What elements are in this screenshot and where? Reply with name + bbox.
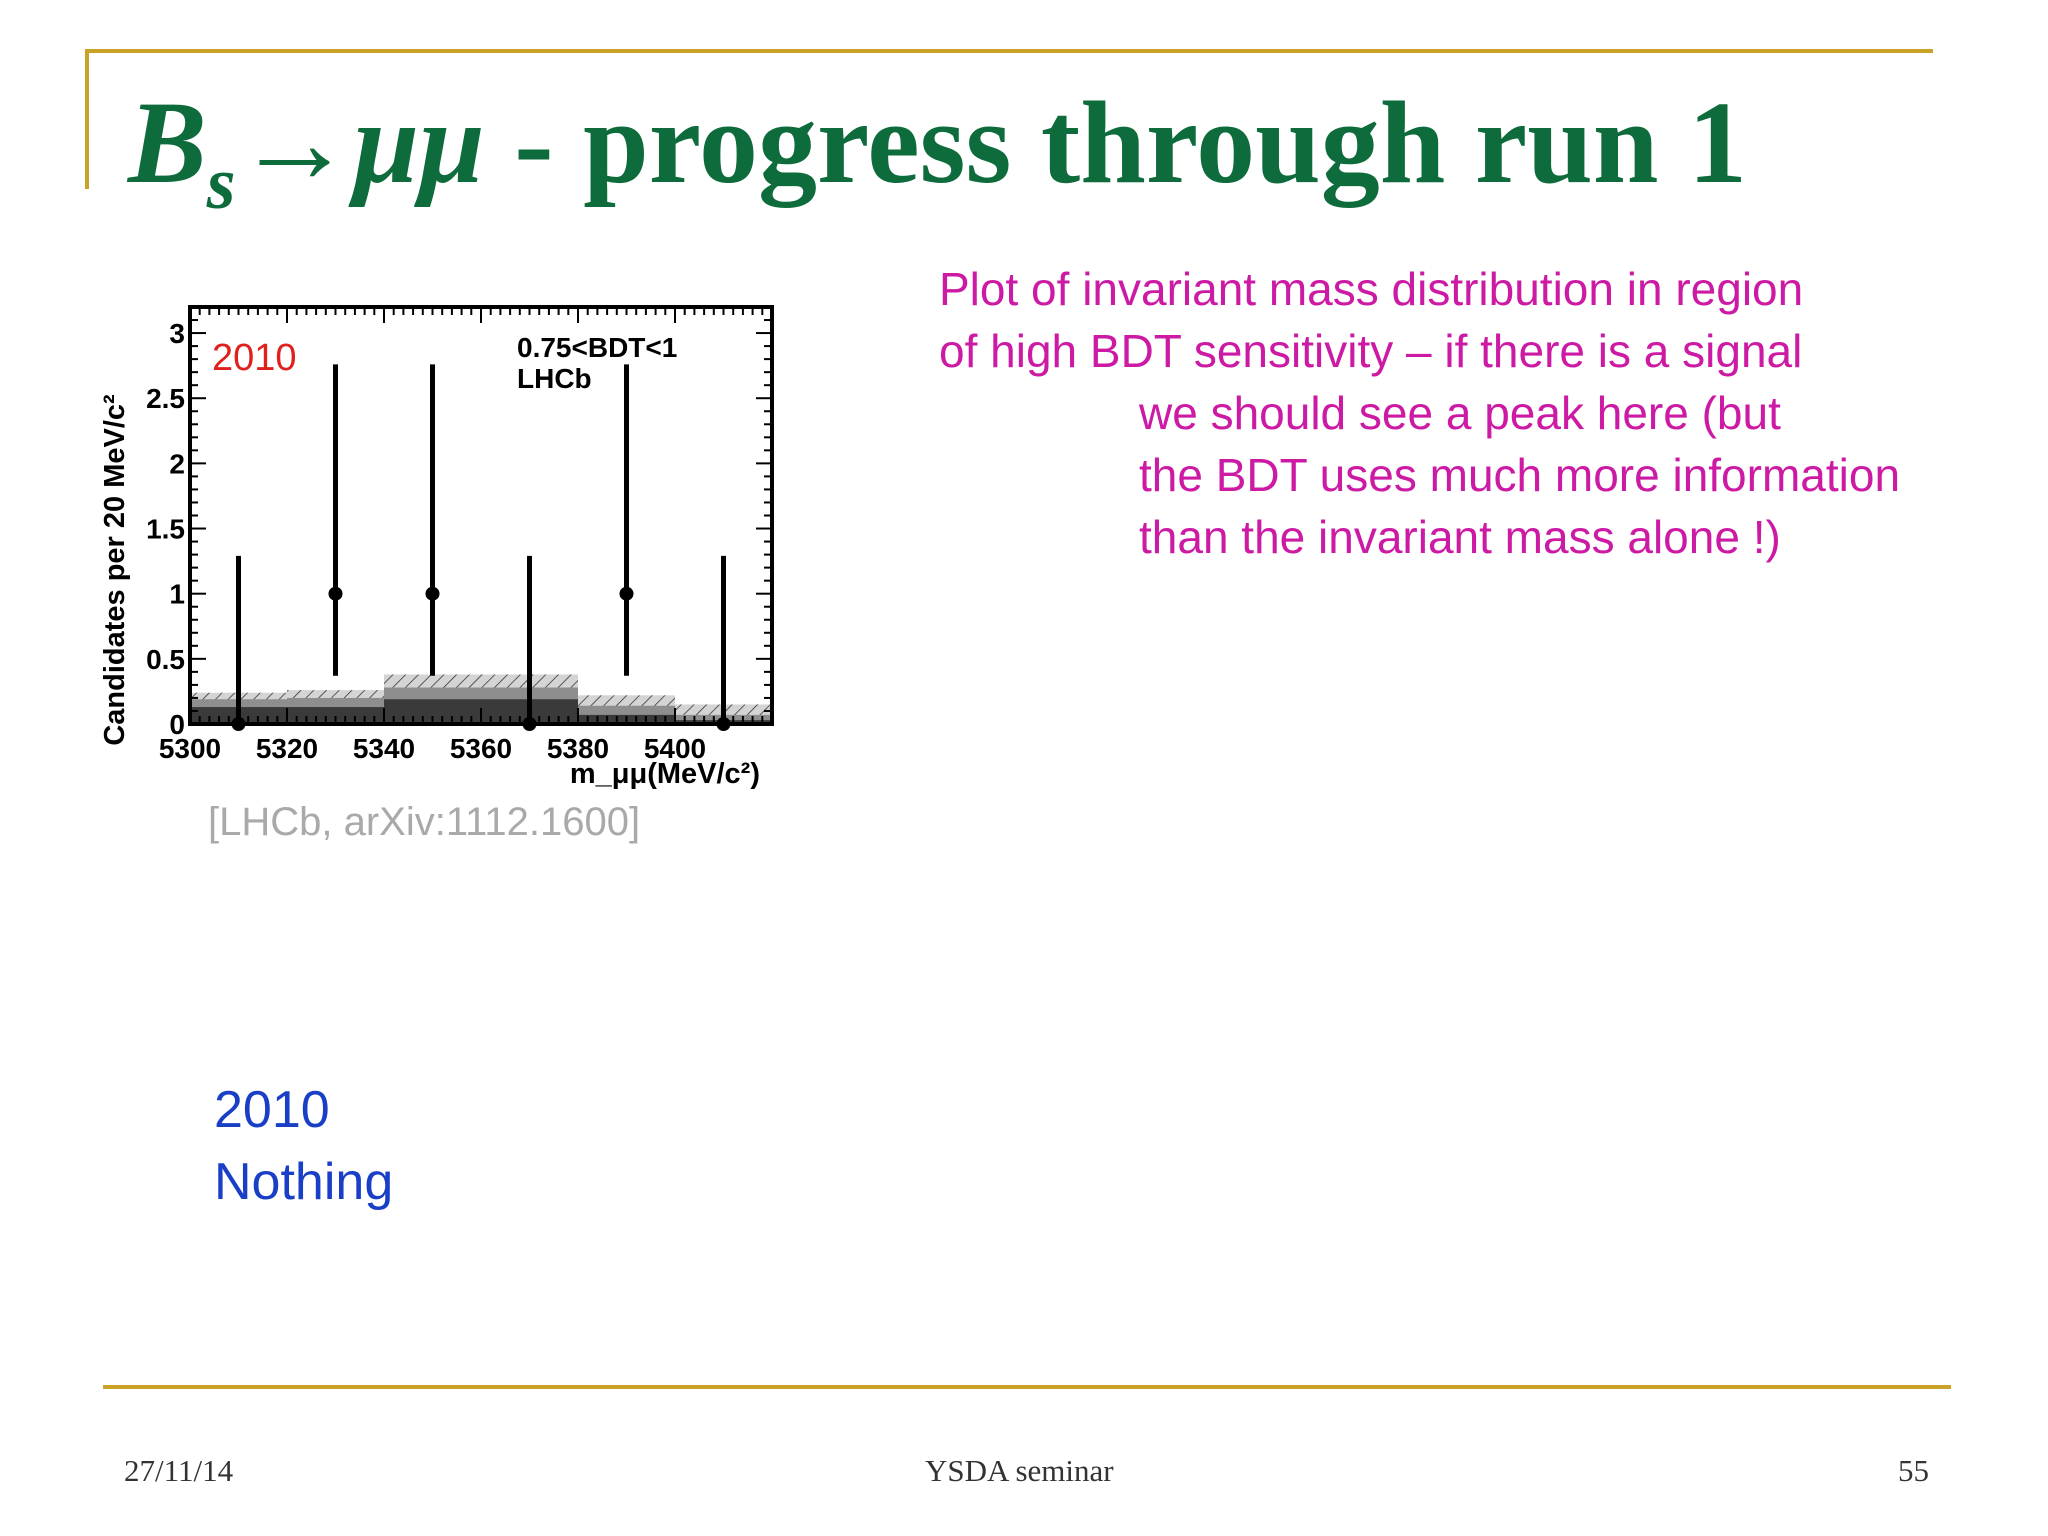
x-tick-label: 5340: [353, 733, 415, 764]
annotation-text: Plot of invariant mass distribution in r…: [939, 258, 1999, 568]
x-tick-label: 5380: [547, 733, 609, 764]
mass-distribution-chart: 0 0.5 1 1.5 2 2.5 3 5300 5320 5340 5360 5380 5400 2…: [99, 305, 774, 790]
data-points: [231, 364, 731, 731]
footer-title: YSDA seminar: [925, 1453, 1114, 1488]
annotation-line-2: of high BDT sensitivity – if there is a …: [939, 325, 1803, 377]
frame-left-rule: [85, 49, 89, 189]
data-point: [619, 586, 634, 601]
x-tick-labels: 5300 5320 5340 5360 5380 5400: [159, 733, 706, 764]
title-text: - progress through run 1: [484, 77, 1747, 208]
y-axis-label: Candidates per 20 MeV/c²: [99, 394, 131, 746]
x-tick-label: 5360: [450, 733, 512, 764]
reference-citation: [LHCb, arXiv:1112.1600]: [208, 800, 641, 844]
chart-lhcb-label: LHCb: [517, 363, 592, 394]
y-tick-label: 0: [169, 709, 185, 740]
frame-top-rule: [85, 49, 1933, 53]
y-tick-labels: 0 0.5 1 1.5 2 2.5 3: [146, 318, 185, 740]
background-band-dark: [287, 707, 384, 724]
y-tick-label: 2.5: [146, 383, 185, 414]
x-axis-label: m_μμ(MeV/c²): [570, 758, 760, 790]
footer-page-number: 55: [1898, 1453, 1929, 1488]
annotation-line-4: the BDT uses much more information: [1139, 449, 1901, 501]
status-text: Nothing: [214, 1153, 394, 1211]
title-particle: B: [128, 77, 207, 208]
y-tick-label: 1: [169, 579, 185, 610]
title-subscript: s: [206, 143, 236, 225]
annotation-line-1: Plot of invariant mass distribution in r…: [939, 263, 1804, 315]
annotation-line-3: we should see a peak here (but: [1139, 387, 1781, 439]
data-point: [328, 586, 343, 601]
x-tick-label: 5320: [256, 733, 318, 764]
status-year: 2010: [214, 1081, 330, 1139]
chart-bdt-label: 0.75<BDT<1: [517, 332, 677, 363]
title-decay: →μμ: [235, 77, 485, 208]
x-tick-label: 5300: [159, 733, 221, 764]
footer-rule: [103, 1385, 1951, 1389]
y-tick-label: 3: [169, 318, 185, 349]
data-point: [425, 586, 440, 601]
y-tick-label: 1.5: [146, 514, 185, 545]
slide-title: Bs→μμ - progress through run 1: [128, 78, 1747, 225]
chart-year-label: 2010: [212, 337, 297, 379]
annotation-line-5: than the invariant mass alone !): [1139, 511, 1781, 563]
y-tick-label: 0.5: [146, 644, 185, 675]
y-tick-label: 2: [169, 448, 185, 479]
axis-ticks: [189, 306, 773, 725]
footer-date: 27/11/14: [124, 1453, 234, 1488]
x-tick-label: 5400: [644, 733, 706, 764]
